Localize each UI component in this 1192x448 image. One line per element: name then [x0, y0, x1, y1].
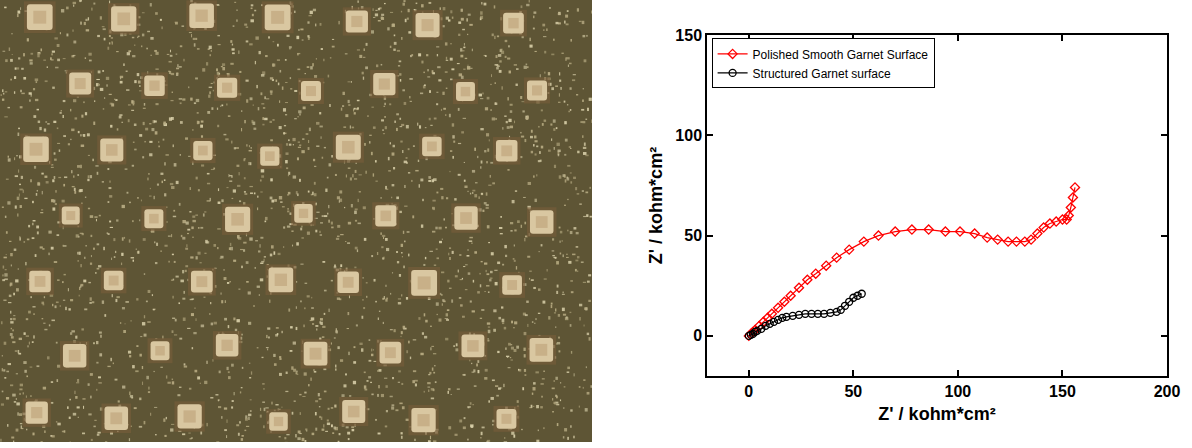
svg-text:100: 100 [675, 127, 702, 144]
svg-text:Z' / kohm*cm²: Z' / kohm*cm² [646, 147, 666, 264]
svg-text:Z' / kohm*cm²: Z' / kohm*cm² [878, 404, 995, 424]
svg-text:150: 150 [1049, 383, 1076, 400]
svg-text:150: 150 [675, 27, 702, 44]
svg-text:0: 0 [744, 383, 753, 400]
svg-text:0: 0 [693, 327, 702, 344]
svg-text:50: 50 [844, 383, 862, 400]
svg-text:200: 200 [1154, 383, 1181, 400]
svg-text:50: 50 [684, 227, 702, 244]
svg-text:Polished Smooth Garnet Surface: Polished Smooth Garnet Surface [753, 48, 929, 62]
svg-text:Structured Garnet surface: Structured Garnet surface [753, 67, 891, 81]
svg-text:100: 100 [945, 383, 972, 400]
